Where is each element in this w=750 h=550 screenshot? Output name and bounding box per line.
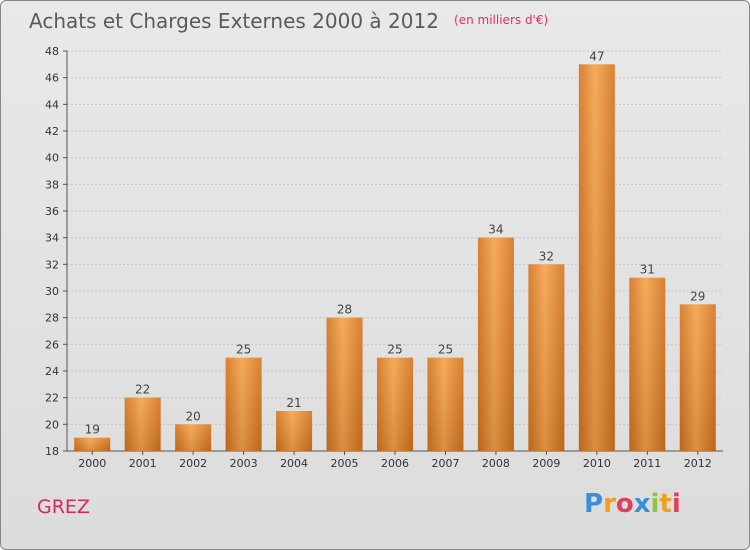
y-tick-label: 38 (45, 178, 59, 191)
bar-value-label: 25 (438, 343, 453, 357)
bar-shade (477, 237, 514, 451)
label-layer: 19 2000 22 2001 20 2002 25 2003 21 2004 28 2005 25 20… (78, 49, 712, 470)
bar-value-label: 32 (539, 249, 554, 263)
x-tick-label: 2010 (583, 457, 611, 470)
y-tick-label: 22 (45, 392, 59, 405)
x-tick-label: 2003 (230, 457, 258, 470)
x-tick-label: 2011 (633, 457, 661, 470)
bar-shade (326, 317, 363, 451)
x-tick-label: 2004 (280, 457, 308, 470)
logo-letter: i (671, 489, 681, 519)
logo-letter: r (603, 489, 616, 519)
x-tick-label: 2000 (78, 457, 106, 470)
y-tick-label: 28 (45, 312, 59, 325)
x-tick-label: 2001 (129, 457, 157, 470)
logo-letter: P (584, 489, 604, 519)
y-tick-label: 18 (45, 445, 59, 458)
y-tick-label: 46 (45, 72, 59, 85)
x-tick-label: 2009 (532, 457, 560, 470)
y-tick-label: 44 (45, 98, 59, 111)
y-tick-label: 24 (45, 365, 59, 378)
commune-name: GREZ (37, 496, 90, 518)
bar-value-label: 31 (640, 263, 655, 277)
y-tick-label: 20 (45, 418, 59, 431)
logo-letter: i (650, 489, 660, 519)
bar-value-label: 34 (488, 223, 503, 237)
y-tick-label: 36 (45, 205, 59, 218)
x-tick-label: 2012 (684, 457, 712, 470)
bar-shade (427, 357, 464, 451)
x-tick-label: 2007 (431, 457, 459, 470)
bar-shade (225, 357, 262, 451)
x-tick-label: 2008 (482, 457, 510, 470)
x-tick-label: 2005 (331, 457, 359, 470)
y-tick-label: 32 (45, 258, 59, 271)
bar-value-label: 25 (387, 343, 402, 357)
y-tick-label: 34 (45, 232, 59, 245)
x-tick-label: 2006 (381, 457, 409, 470)
bar-value-label: 22 (135, 383, 150, 397)
chart-title: Achats et Charges Externes 2000 à 2012 (29, 9, 439, 33)
title-block: Achats et Charges Externes 2000 à 2012 (… (29, 9, 548, 33)
bar-value-label: 25 (236, 343, 251, 357)
y-tick-label: 48 (45, 45, 59, 58)
bar-shade (578, 64, 615, 452)
y-tick-label: 40 (45, 152, 59, 165)
bar-layer (74, 64, 716, 452)
bar-shade (276, 411, 313, 451)
x-tick-label: 2002 (179, 457, 207, 470)
bar-value-label: 29 (690, 289, 705, 303)
chart-subtitle: (en milliers d'€) (454, 13, 549, 27)
bar-shade (124, 397, 161, 451)
bar-shade (679, 304, 716, 451)
logo-letter: x (633, 489, 651, 519)
y-tick-label: 42 (45, 125, 59, 138)
bar-shade (74, 437, 111, 451)
bar-value-label: 20 (186, 409, 201, 423)
bar-value-label: 19 (85, 423, 100, 437)
bar-shade (528, 264, 565, 451)
proxiti-logo[interactable]: Proxiti (584, 489, 681, 519)
bar-value-label: 47 (589, 49, 604, 63)
y-tick-label: 26 (45, 338, 59, 351)
bar-value-label: 21 (286, 396, 301, 410)
y-tick-label: 30 (45, 285, 59, 298)
logo-letter: t (659, 489, 672, 519)
bar-shade (629, 277, 666, 451)
bar-shade (175, 424, 212, 451)
bar-value-label: 28 (337, 303, 352, 317)
logo-letter: o (615, 489, 634, 519)
bar-shade (377, 357, 413, 451)
